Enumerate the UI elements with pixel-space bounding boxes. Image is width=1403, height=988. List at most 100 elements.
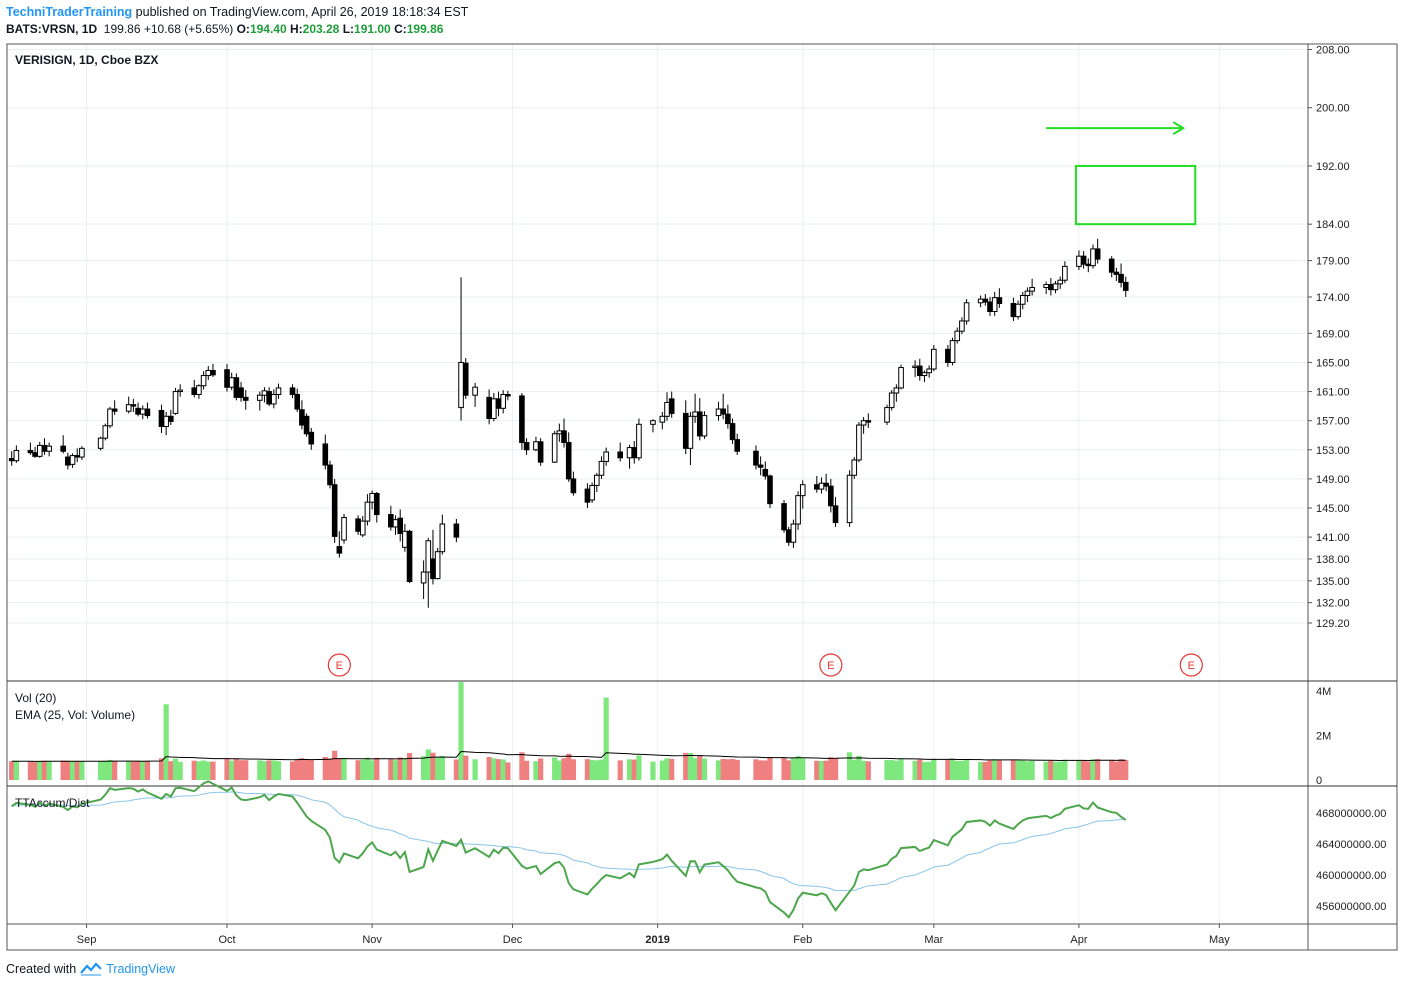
candle-body [107,408,113,427]
volume-bar [341,758,347,780]
candle [1090,244,1096,269]
volume-bar [650,761,656,780]
candle-body [636,423,642,459]
volume-bar [135,761,141,780]
candle-body [987,301,993,313]
candle [846,470,853,527]
candle-body [916,365,923,377]
volume-bar [472,759,478,780]
volume-bar [800,758,806,780]
candle-body [139,408,146,415]
volume-bar [687,753,694,780]
volume-bar [538,758,544,780]
candle [69,453,76,468]
volume-bar [388,759,394,780]
candle-body [41,444,48,452]
price-tick-label: 135.00 [1316,576,1350,588]
volume-bar [823,760,829,780]
volume-bar [949,758,956,780]
volume-bar [912,760,918,780]
volume-bar [584,759,591,780]
volume-bar [767,757,773,780]
candle [158,404,165,434]
author-name[interactable]: TechniTraderTraining [6,5,133,19]
candle [692,393,698,423]
candle-body [757,464,764,468]
candle-body [533,441,539,451]
candle-body [205,369,212,377]
low-value: 191.00 [354,22,391,36]
volume-bar [617,760,623,780]
candle [1015,300,1021,320]
candle-body [397,517,403,534]
volume-bar [37,760,43,780]
candle-body [135,407,141,415]
volume-bar [458,682,464,780]
candle [617,442,624,462]
candle [1043,281,1049,295]
candle-body [1113,271,1120,275]
candle [668,391,675,418]
price-tick-label: 141.00 [1316,532,1350,544]
tradingview-brand[interactable]: TradingView [106,962,175,976]
price-tick-label: 145.00 [1316,503,1350,515]
candle-body [565,442,572,480]
candle-body [598,460,605,476]
candle-body [556,430,563,435]
volume-bar [46,761,52,780]
candle-body [1080,255,1087,265]
candle-body [753,450,759,466]
candle [97,436,104,451]
candle-body [191,387,198,395]
candle [135,402,141,417]
candle-body [1010,302,1017,318]
volume-bar [603,697,609,780]
volume-bar [1048,760,1054,780]
candle [322,434,329,470]
candle [139,405,146,420]
candle-body [299,409,305,426]
candle-body [163,415,169,427]
candle [388,505,394,531]
volume-bar [229,760,235,780]
candle-body [486,396,492,419]
earnings-marker-label: E [827,660,834,672]
volume-bar [523,760,530,780]
candle [130,398,137,412]
candle-body [256,394,263,401]
candle [434,548,441,580]
candle-body [725,413,731,425]
candle-body [893,387,900,394]
volume-bar [439,755,445,780]
volume-bar [1085,761,1091,780]
candle [832,497,839,527]
volume-bar [196,761,202,780]
candle [458,277,464,421]
volume-bar [74,761,80,780]
candle [462,358,469,399]
time-tick-label: Nov [362,934,382,946]
candle [963,299,970,325]
time-tick-label: Oct [218,934,235,946]
volume-bar [725,759,731,780]
candle-body [369,492,375,503]
candle [65,452,71,470]
candle-body [210,369,216,376]
volume-bar [397,757,403,780]
accum-tick-label: 456000000.00 [1316,901,1386,913]
candle-body [659,415,666,423]
earnings-marker-icon [327,653,351,677]
candle-body [97,437,104,449]
volume-bar [1043,761,1049,780]
time-tick-label: Feb [793,934,812,946]
volume-bar [762,760,768,780]
candle [931,344,937,372]
price-tick-label: 192.00 [1316,161,1350,173]
candle-body [589,484,595,501]
accum-tick-label: 464000000.00 [1316,839,1386,851]
volume-bar [786,760,792,780]
candle [1010,297,1017,321]
candle [856,422,862,463]
candle [570,471,577,496]
